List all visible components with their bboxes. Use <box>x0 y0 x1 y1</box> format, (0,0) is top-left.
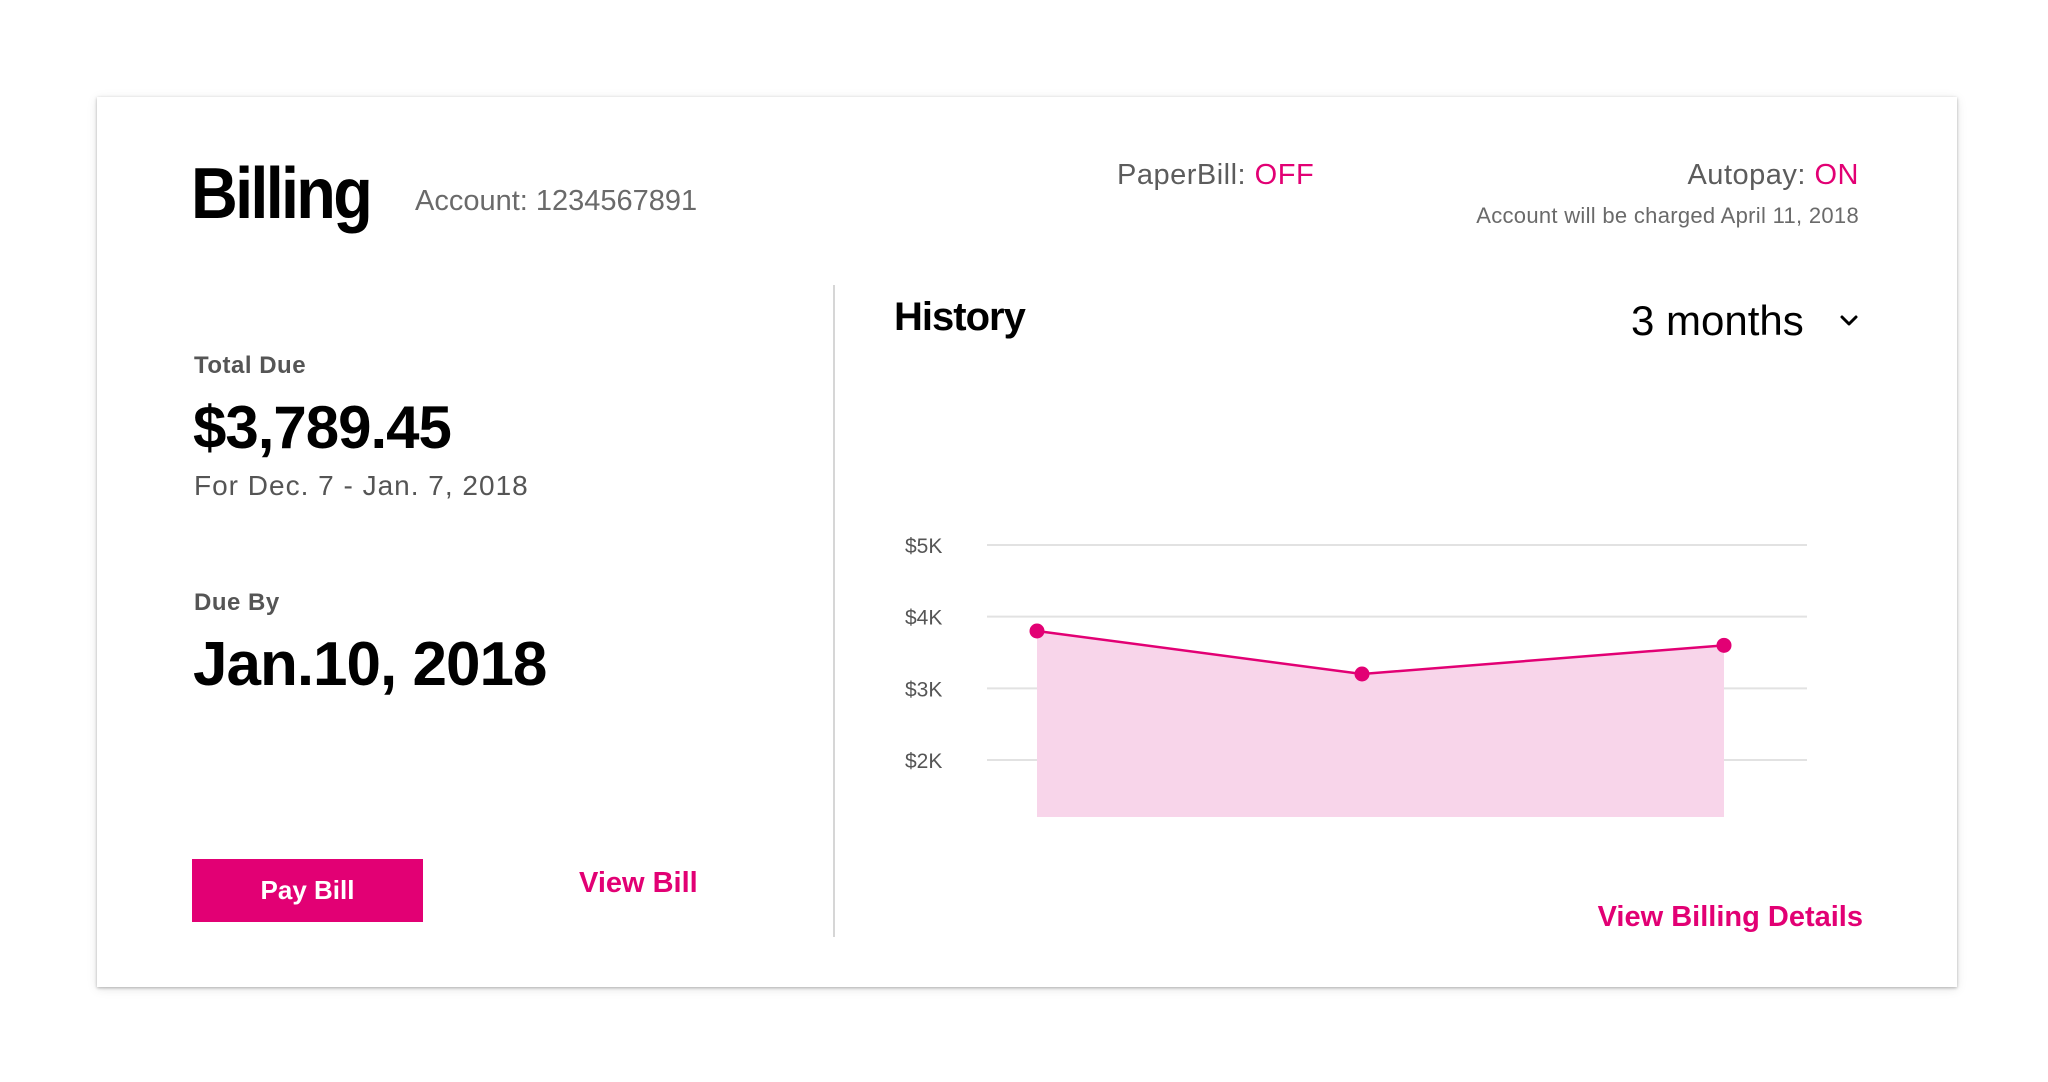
account-number: 1234567891 <box>535 185 698 217</box>
page-title: Billing <box>191 154 373 234</box>
billing-period: For Dec. 7 - Jan. 7, 2018 <box>194 470 529 501</box>
paperbill-value: OFF <box>1254 159 1315 191</box>
due-by-label: Due By <box>194 589 280 616</box>
account-info: Account: 1234567891 <box>415 185 697 218</box>
column-divider <box>833 285 835 937</box>
area-fill <box>1037 631 1724 817</box>
total-due-amount: $3,789.45 <box>193 394 452 461</box>
y-tick-label: $2K <box>905 750 942 773</box>
autopay-value: ON <box>1814 159 1859 191</box>
account-label: Account: <box>415 185 536 217</box>
pay-bill-button[interactable]: Pay Bill <box>192 859 423 922</box>
data-point <box>1354 666 1370 682</box>
history-range-dropdown[interactable]: 3 months <box>1631 293 1867 349</box>
autopay-label: Autopay: <box>1687 159 1815 191</box>
history-chart: $5K$4K$3K$2KNOV’17DEC’17JAN‘18 <box>905 535 1807 817</box>
billing-card: Billing Account: 1234567891 PaperBill: O… <box>97 97 1957 987</box>
autopay-note: Account will be charged April 11, 2018 <box>1476 203 1859 228</box>
view-billing-details-link[interactable]: View Billing Details <box>1597 901 1863 933</box>
y-tick-label: $4K <box>905 607 942 630</box>
y-tick-label: $3K <box>905 678 942 701</box>
data-point <box>1029 623 1045 639</box>
chevron-down-icon <box>1840 315 1858 326</box>
due-date: Jan.10, 2018 <box>193 630 547 699</box>
data-point <box>1716 637 1732 653</box>
autopay-status[interactable]: Autopay: ON <box>1687 159 1859 192</box>
history-range-value: 3 months <box>1631 297 1804 344</box>
paperbill-label: PaperBill: <box>1117 159 1255 191</box>
y-tick-label: $5K <box>905 535 942 558</box>
total-due-label: Total Due <box>194 352 307 379</box>
history-title: History <box>894 295 1026 339</box>
view-bill-link[interactable]: View Bill <box>579 867 698 899</box>
paperbill-status[interactable]: PaperBill: OFF <box>1117 159 1314 192</box>
